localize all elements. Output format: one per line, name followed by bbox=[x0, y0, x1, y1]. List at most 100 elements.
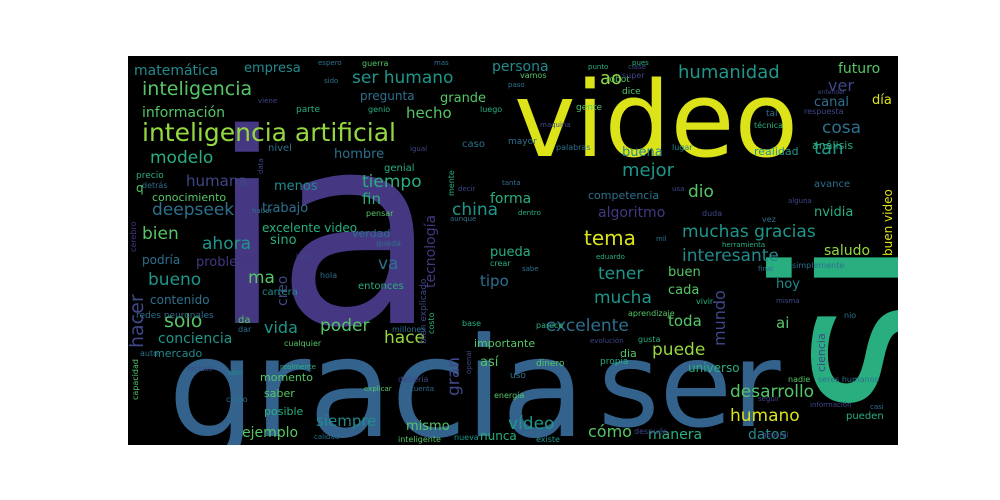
word-chino: chino bbox=[226, 396, 248, 404]
word-ser-humano: ser humano bbox=[352, 70, 453, 87]
word-mayor: mayor bbox=[508, 138, 537, 147]
word-tipo: tipo bbox=[480, 274, 509, 289]
word-informacion: información bbox=[142, 106, 225, 120]
word-vamos: vamos bbox=[520, 72, 547, 80]
word-bueno: bueno bbox=[148, 272, 201, 289]
word-gran: gran bbox=[446, 357, 463, 396]
word-seguir: seguir bbox=[758, 396, 780, 403]
word-haber: haber bbox=[252, 208, 272, 215]
word-saber: saber bbox=[264, 388, 295, 399]
word-futuro: futuro bbox=[838, 62, 880, 76]
word-auto: auto bbox=[140, 350, 158, 358]
word-asi: así bbox=[480, 356, 498, 369]
word-sino: sino bbox=[270, 234, 297, 247]
word-dinero: dinero bbox=[536, 360, 564, 369]
word-maquina: maquina bbox=[540, 122, 571, 129]
word-conocimiento: conocimiento bbox=[152, 192, 226, 203]
word-pues: pues bbox=[632, 60, 649, 67]
word-paso: paso bbox=[508, 82, 525, 89]
word-pensar: pensar bbox=[366, 210, 393, 218]
word-menos: menos bbox=[274, 180, 318, 193]
word-poder: poder bbox=[320, 318, 369, 335]
word-simplemente: simplemente bbox=[792, 262, 844, 270]
word-pueda: pueda bbox=[490, 246, 531, 259]
word-vivir: vivir bbox=[696, 298, 713, 306]
word-genio: genio bbox=[368, 106, 390, 114]
word-herramienta: herramienta bbox=[722, 242, 765, 249]
word-cuenta: cuenta bbox=[410, 386, 434, 393]
word-misma: misma bbox=[776, 298, 800, 305]
word-inteligente: inteligente bbox=[398, 436, 441, 444]
word-entonces: entonces bbox=[358, 282, 404, 292]
word-energia: energía bbox=[494, 392, 524, 400]
word-gente: gente bbox=[576, 104, 602, 113]
word-bien: bien bbox=[142, 226, 179, 243]
word-realmente: realmente bbox=[280, 364, 316, 371]
word-general: general bbox=[762, 432, 789, 439]
word-va: va bbox=[378, 256, 398, 273]
word-super: super bbox=[622, 72, 645, 80]
word-nivel: nivel bbox=[268, 144, 292, 154]
word-dia: día bbox=[872, 94, 892, 107]
word-punto: punto bbox=[588, 64, 608, 71]
word-redes-neuronales: redes neuronales bbox=[136, 312, 214, 321]
word-genial: genial bbox=[384, 164, 415, 174]
word-deberia: debería bbox=[398, 376, 428, 384]
word-podria: podría bbox=[142, 254, 180, 266]
word-queda: queda bbox=[376, 240, 401, 248]
word-ahora: ahora bbox=[202, 236, 251, 253]
word-dar: dar bbox=[238, 326, 251, 334]
word-posible: posible bbox=[264, 406, 303, 417]
word-capacidad: capacidad bbox=[132, 359, 140, 400]
word-eduardo: eduardo bbox=[596, 254, 625, 261]
word-siempre: siempre bbox=[316, 414, 376, 429]
word-caso: caso bbox=[462, 140, 485, 150]
word-interesante: interesante bbox=[682, 248, 779, 265]
word-despues: después bbox=[634, 428, 667, 436]
word-puede: puede bbox=[652, 342, 705, 359]
word-excelente-video: excelente video bbox=[262, 222, 357, 234]
word-seres-humanos: seres humanos bbox=[818, 376, 879, 384]
word-ciencia: ciencia bbox=[816, 333, 827, 372]
word-tecnologia: tecnología bbox=[424, 215, 438, 288]
word-bien-explicado: bien explicado bbox=[420, 279, 429, 344]
word-mundo: mundo bbox=[712, 290, 728, 346]
word-aunque: aunque bbox=[450, 216, 476, 223]
word-luego: luego bbox=[480, 106, 502, 114]
word-hacer: hacer bbox=[128, 294, 147, 348]
word-cualquier: cualquier bbox=[284, 340, 321, 348]
word-mismo: mismo bbox=[406, 420, 450, 433]
word-realidad: realidad bbox=[754, 146, 799, 157]
word-tiempo: tiempo bbox=[362, 174, 422, 191]
word-lado: lado bbox=[296, 254, 311, 261]
word-hoy: hoy bbox=[776, 278, 800, 291]
word-avance: avance bbox=[814, 180, 850, 190]
word-parece: parece bbox=[536, 322, 563, 330]
word-matematica: matemática bbox=[134, 64, 218, 78]
word-entender: entender bbox=[818, 90, 845, 96]
word-hecho: hecho bbox=[406, 106, 452, 121]
word-espero: espero bbox=[318, 60, 342, 67]
word-guerra: guerra bbox=[362, 60, 388, 68]
word-sido: sido bbox=[324, 78, 338, 85]
word-existe: existe bbox=[536, 436, 560, 444]
word-explicar: explicar bbox=[364, 386, 392, 393]
word-carrera: carrera bbox=[262, 288, 298, 298]
word-problema: problema bbox=[196, 256, 258, 269]
word-gusta: gusta bbox=[638, 336, 660, 344]
word-cosa: cosa bbox=[822, 120, 861, 137]
word-aprendizaje: aprendizaje bbox=[628, 310, 675, 318]
word-muchas-gracias: muchas gracias bbox=[682, 224, 816, 241]
word-alguna: alguna bbox=[788, 198, 812, 205]
word-inteligencia-artificial: inteligencia artificial bbox=[142, 120, 396, 145]
word-cada: cada bbox=[668, 284, 699, 297]
word-mas: mas bbox=[434, 60, 449, 67]
word-ejemplo: ejemplo bbox=[242, 426, 298, 440]
word-vez: vez bbox=[762, 216, 776, 224]
word-hola: hola bbox=[320, 272, 337, 280]
word-q: q bbox=[136, 182, 144, 194]
word-nueva: nueva bbox=[454, 434, 479, 442]
word-competencia: competencia bbox=[588, 190, 659, 201]
word-empresa: empresa bbox=[244, 62, 301, 75]
word-buena: buena bbox=[622, 146, 663, 159]
